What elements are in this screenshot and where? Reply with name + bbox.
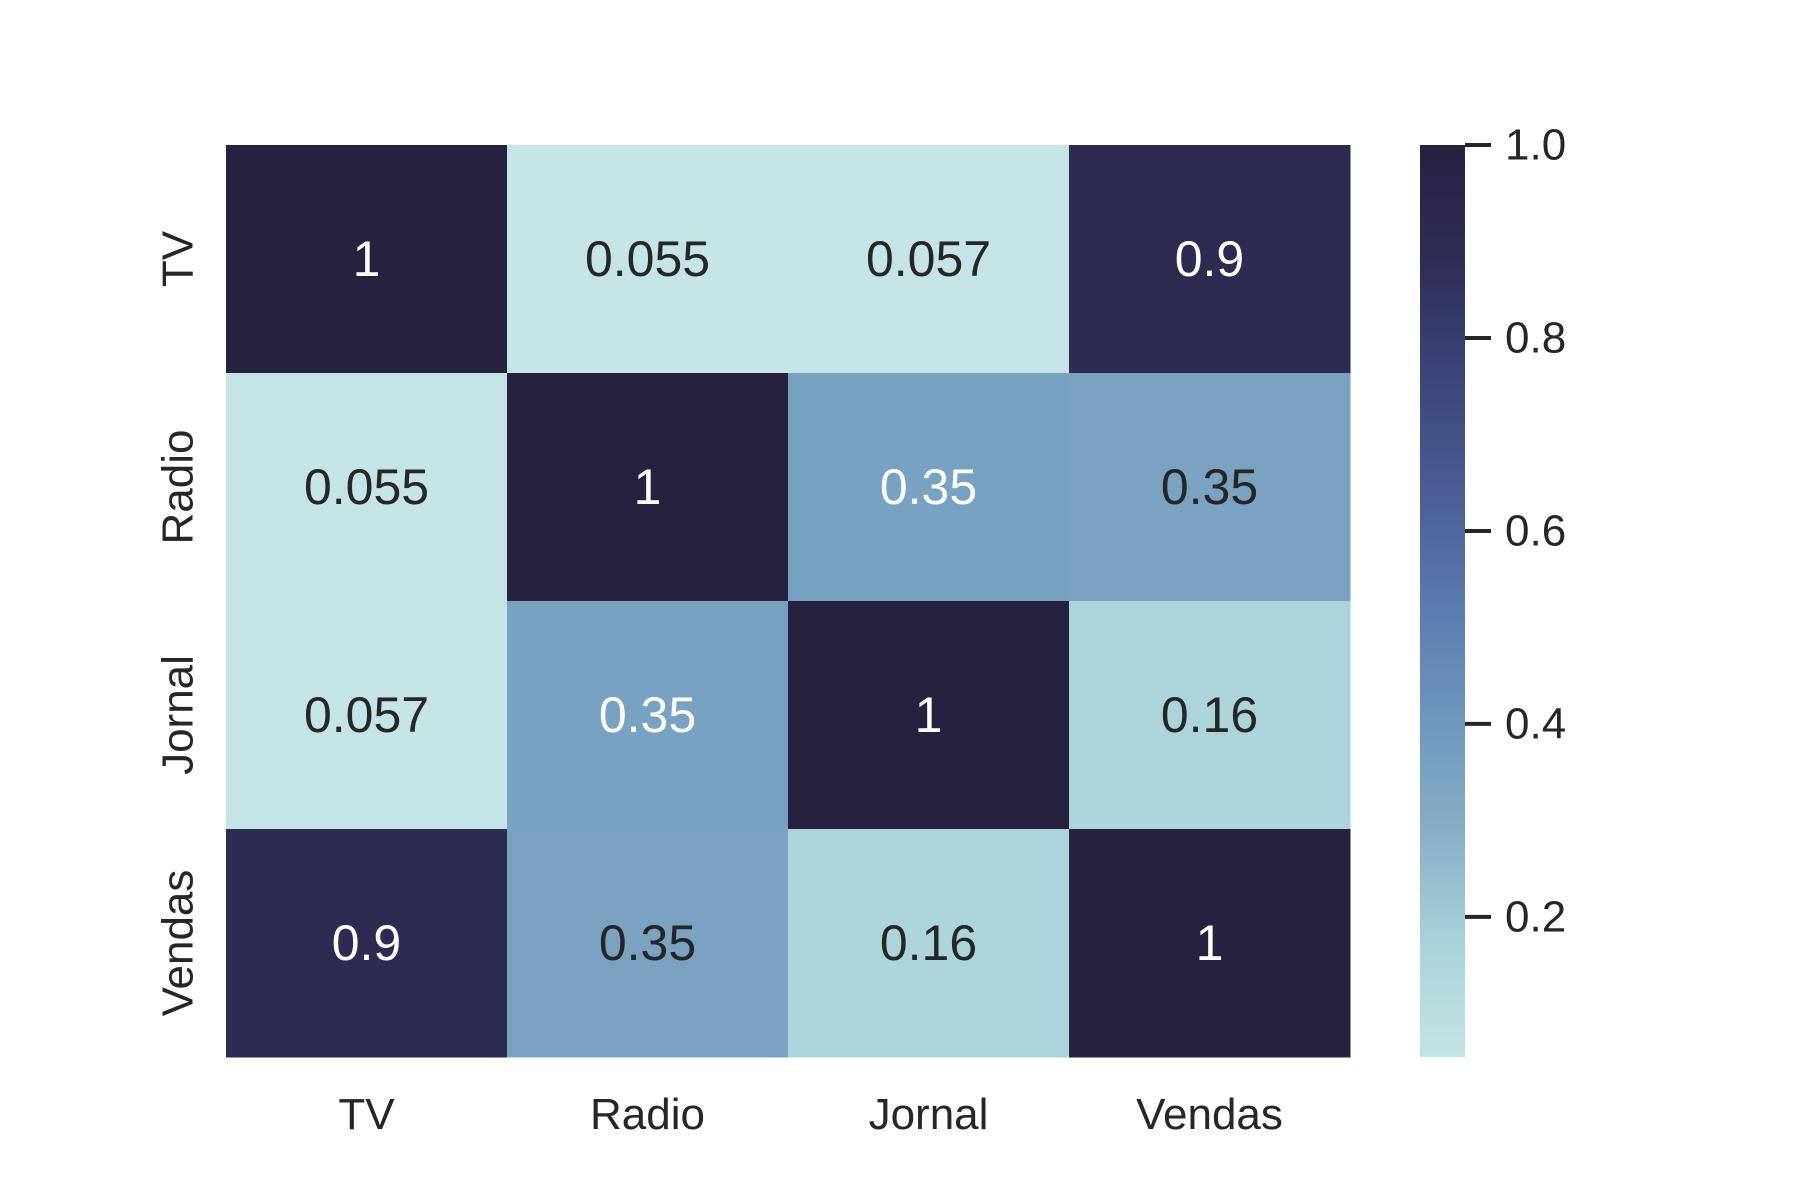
cell-annotation: 0.16 — [880, 915, 977, 971]
x-tick-label: Vendas — [1136, 1090, 1283, 1139]
cell-annotation: 1 — [634, 459, 662, 515]
heatmap-cell — [507, 829, 789, 1058]
cell-annotations: 1 0.055 0.057 0.9 0.055 1 0.35 0.35 0.057 0.35 1 0.… — [304, 231, 1258, 971]
heatmap-cell — [507, 145, 789, 374]
cell-annotation: 0.055 — [304, 459, 429, 515]
cell-annotation: 0.35 — [599, 687, 696, 743]
heatmap-cell — [788, 601, 1070, 830]
heatmap-cell — [1069, 601, 1351, 830]
cell-annotation: 0.057 — [866, 231, 991, 287]
colorbar-tick-label: 0.4 — [1505, 699, 1566, 748]
cell-annotation: 1 — [353, 231, 381, 287]
y-tick-label: Radio — [154, 430, 203, 545]
cell-annotation: 0.9 — [1175, 231, 1245, 287]
colorbar-tick-label: 0.6 — [1505, 506, 1566, 555]
cell-annotation: 0.35 — [599, 915, 696, 971]
cell-annotation: 1 — [1196, 915, 1224, 971]
cell-annotation: 0.9 — [332, 915, 402, 971]
y-axis-tick-labels: TV Radio Jornal Vendas — [154, 230, 203, 1016]
heatmap-cell — [507, 373, 789, 602]
cell-annotation: 0.057 — [304, 687, 429, 743]
heatmap-cell — [788, 373, 1070, 602]
heatmap-cell — [507, 601, 789, 830]
colorbar-tick-label: 0.8 — [1505, 313, 1566, 362]
heatmap-cell — [1069, 373, 1351, 602]
heatmap-cell — [226, 373, 508, 602]
colorbar-gradient — [1420, 145, 1465, 1057]
x-axis-tick-labels: TV Radio Jornal Vendas — [338, 1090, 1283, 1139]
cell-annotation: 0.16 — [1161, 687, 1258, 743]
heatmap-cell — [788, 829, 1070, 1058]
heatmap-cell — [1069, 829, 1351, 1058]
y-tick-label: Vendas — [154, 870, 203, 1017]
x-tick-label: Radio — [590, 1090, 705, 1139]
colorbar-tick-label: 1.0 — [1505, 121, 1566, 170]
cell-annotation: 0.055 — [585, 231, 710, 287]
heatmap-cells — [226, 145, 1351, 1058]
heatmap-cell — [788, 145, 1070, 374]
heatmap-cell — [1069, 145, 1351, 374]
cell-annotation: 0.35 — [1161, 459, 1258, 515]
heatmap-cell — [226, 145, 508, 374]
heatmap-cell — [226, 601, 508, 830]
x-tick-label: TV — [338, 1090, 395, 1139]
cell-annotation: 1 — [915, 687, 943, 743]
heatmap-cell — [226, 829, 508, 1058]
cell-annotation: 0.35 — [880, 459, 977, 515]
y-tick-label: TV — [154, 230, 203, 287]
colorbar: 0.2 0.4 0.6 0.8 1.0 — [1420, 121, 1566, 1057]
y-tick-label: Jornal — [154, 655, 203, 775]
x-tick-label: Jornal — [869, 1090, 989, 1139]
colorbar-tick-label: 0.2 — [1505, 892, 1566, 941]
colorbar-ticks: 0.2 0.4 0.6 0.8 1.0 — [1465, 121, 1566, 941]
